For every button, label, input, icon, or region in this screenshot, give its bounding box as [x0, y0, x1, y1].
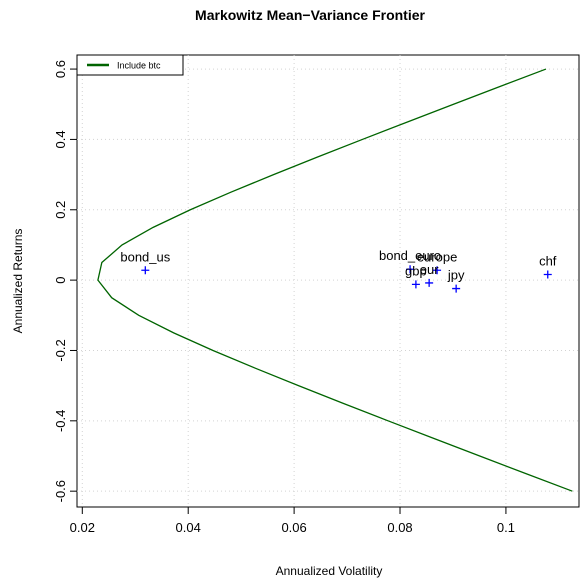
x-tick-label: 0.02 [70, 520, 95, 535]
asset-point [452, 284, 461, 293]
asset-label: jpy [447, 268, 465, 283]
y-tick-label: 0.2 [53, 201, 68, 219]
asset-label: eur [420, 262, 439, 277]
y-tick-label: -0.4 [53, 410, 68, 432]
y-tick-label: 0.4 [53, 130, 68, 148]
asset-label: europe [417, 249, 457, 264]
x-tick-label: 0.06 [281, 520, 306, 535]
frontier-line [97, 68, 573, 492]
plot-frame [76, 54, 580, 508]
asset-label: bond_us [120, 249, 170, 264]
y-tick-label: -0.2 [53, 339, 68, 361]
y-tick-label: 0 [53, 277, 68, 284]
x-tick-label: 0.1 [497, 520, 515, 535]
x-tick-label: 0.08 [387, 520, 412, 535]
asset-label: gbp [405, 263, 427, 278]
asset-point [141, 266, 150, 275]
asset-point [433, 266, 442, 275]
legend-label: Include btc [117, 61, 161, 71]
y-axis-label: Annualized Returns [11, 229, 25, 334]
asset-point [425, 278, 434, 287]
x-axis-label: Annualized Volatility [276, 564, 383, 578]
asset-label: bond_euro [379, 248, 441, 263]
chart-title: Markowitz Mean−Variance Frontier [195, 7, 425, 23]
legend-box [76, 54, 184, 76]
asset-point [406, 265, 415, 274]
y-tick-label: -0.6 [53, 480, 68, 502]
asset-point [411, 280, 420, 289]
asset-point [543, 270, 552, 279]
x-tick-label: 0.04 [176, 520, 201, 535]
asset-label: chf [539, 253, 557, 268]
y-tick-label: 0.6 [53, 60, 68, 78]
